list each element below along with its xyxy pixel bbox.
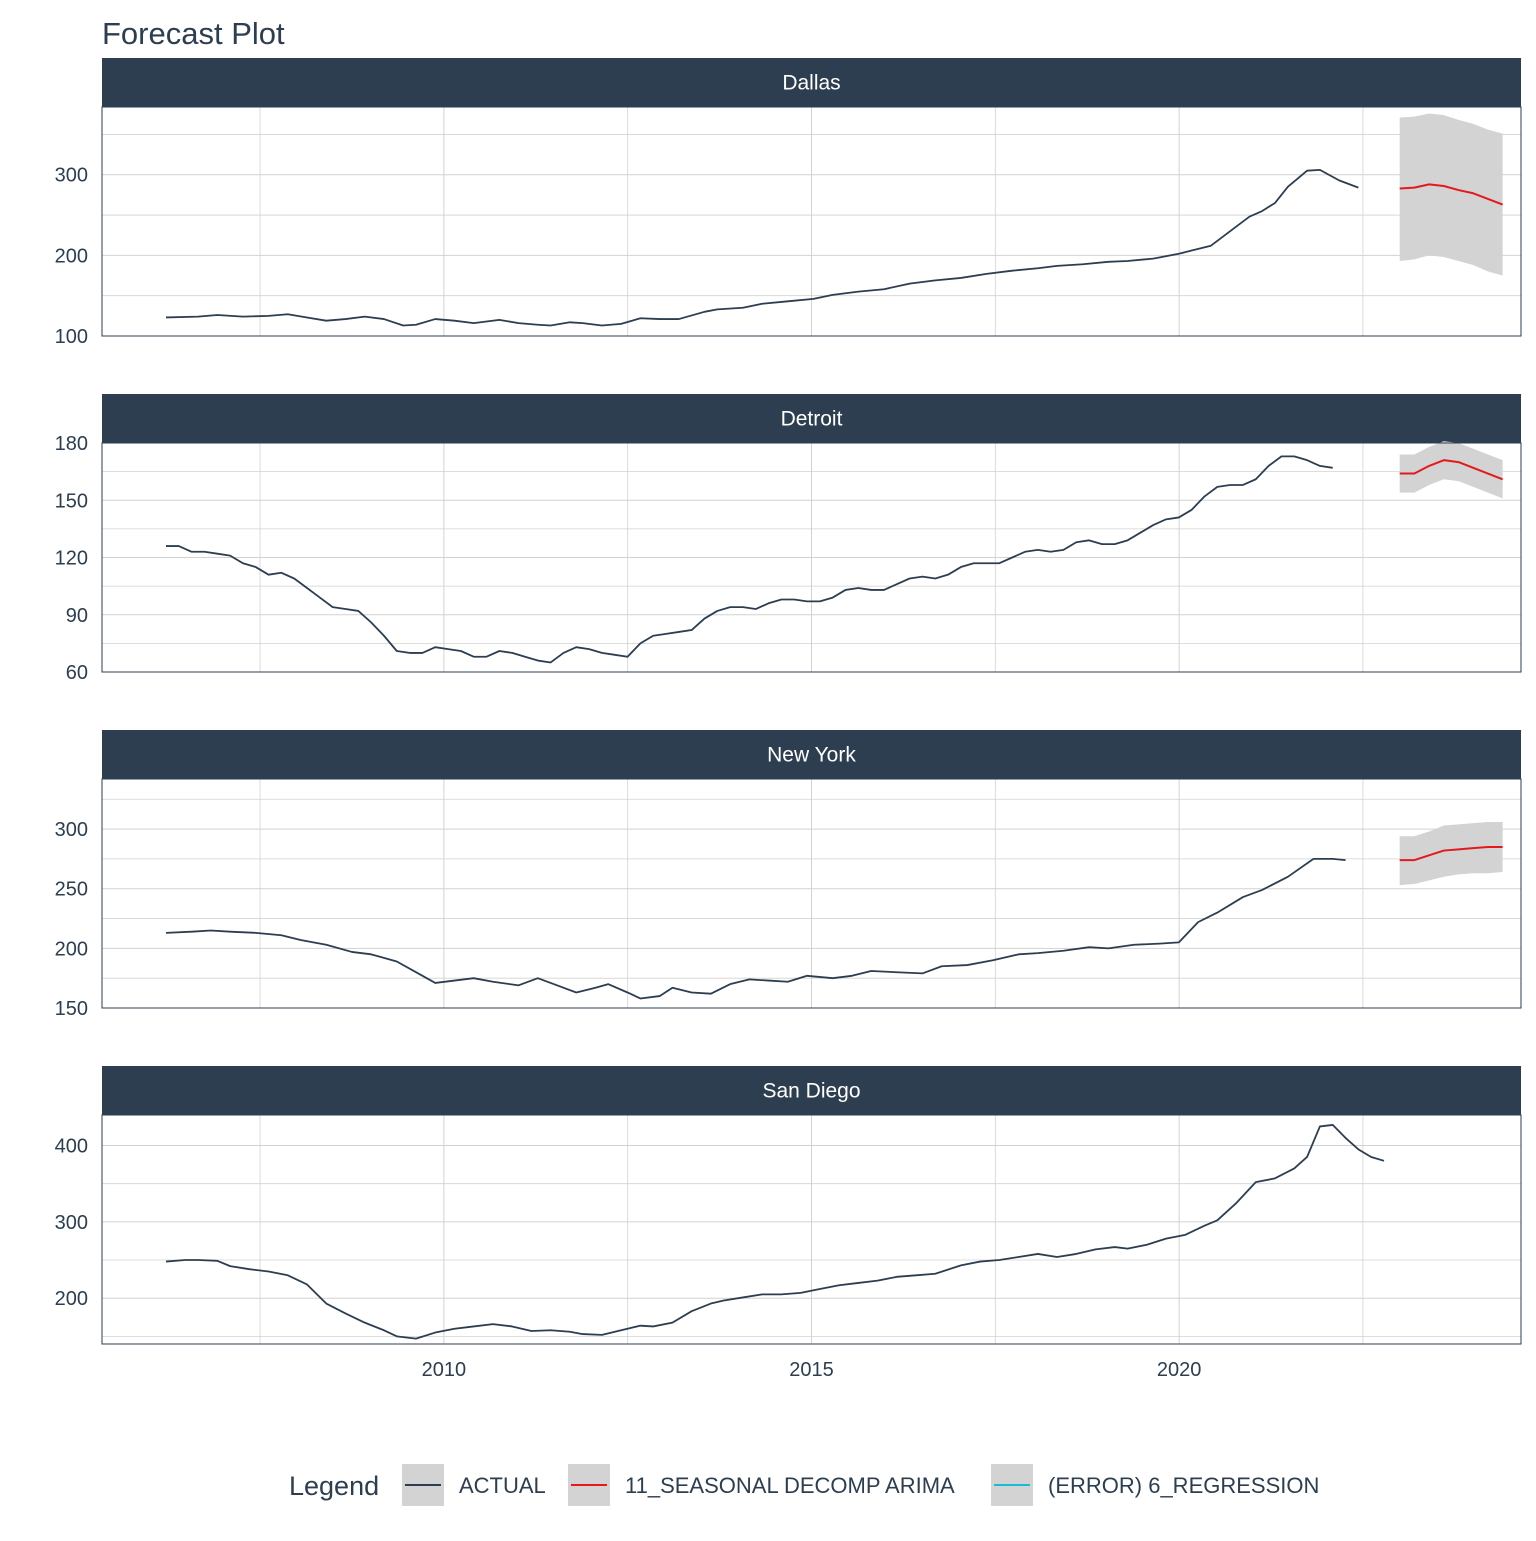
strip-label-san-diego: San Diego: [762, 1080, 860, 1103]
y-tick-label: 300: [55, 165, 88, 187]
forecast-interval-band: [1399, 113, 1503, 276]
panel-border: [101, 778, 1522, 1009]
panel-border: [101, 106, 1522, 337]
actual-series-line: [165, 168, 1359, 327]
strip-label-dallas: Dallas: [782, 72, 840, 95]
legend-title: Legend: [289, 1471, 379, 1501]
legend-label-2: 11_SEASONAL DECOMP ARIMA: [625, 1473, 955, 1498]
y-tick-label: 200: [55, 1288, 88, 1310]
forecast-series-line: [1399, 845, 1503, 862]
legend: Legend ACTUAL 11_SEASONAL DECOMP ARIMA (ERR…: [289, 1464, 1319, 1506]
panel-border: [101, 1114, 1522, 1345]
x-tick-label: 2010: [422, 1359, 467, 1381]
x-tick-label: 2020: [1157, 1359, 1202, 1381]
x-tick-label: 2015: [789, 1359, 834, 1381]
panel-san-diego: San Diego 200 300 400: [55, 1066, 1522, 1345]
panel-border: [101, 442, 1522, 673]
strip-san-diego: [102, 1066, 1521, 1115]
actual-series-line: [165, 858, 1346, 1000]
y-tick-label: 300: [55, 819, 88, 841]
strip-detroit: [102, 394, 1521, 443]
forecast-interval-band: [1399, 821, 1503, 886]
y-tick-label: 90: [66, 605, 88, 627]
y-tick-label: 100: [55, 326, 88, 348]
actual-series-line: [165, 1124, 1385, 1340]
facet-panels: Dallas 100 200 300 Detroit 60 90 120 150 180 New Y…: [55, 58, 1522, 1345]
forecast-series-line: [1399, 183, 1503, 206]
y-tick-label: 400: [55, 1136, 88, 1158]
forecast-interval-band: [1399, 441, 1503, 499]
panel-dallas: Dallas 100 200 300: [55, 58, 1522, 348]
legend-label-1: ACTUAL: [459, 1473, 546, 1498]
chart-title: Forecast Plot: [102, 16, 285, 51]
y-tick-label: 250: [55, 879, 88, 901]
y-tick-label: 180: [55, 433, 88, 455]
y-tick-label: 200: [55, 245, 88, 267]
strip-dallas: [102, 58, 1521, 107]
panel-detroit: Detroit 60 90 120 150 180: [55, 394, 1522, 684]
y-tick-label: 300: [55, 1212, 88, 1234]
y-tick-label: 60: [66, 662, 88, 684]
y-tick-label: 200: [55, 938, 88, 960]
x-axis: 2010 2015 2020: [422, 1359, 1202, 1381]
strip-label-new-york: New York: [767, 744, 856, 767]
y-tick-label: 150: [55, 998, 88, 1020]
panel-new-york: New York 150 200 250 300: [55, 730, 1522, 1020]
strip-label-detroit: Detroit: [781, 408, 843, 431]
legend-label-3: (ERROR) 6_REGRESSION: [1048, 1473, 1319, 1498]
strip-new-york: [102, 730, 1521, 779]
forecast-series-line: [1399, 459, 1503, 481]
actual-series-line: [166, 455, 1333, 664]
y-tick-label: 150: [55, 490, 88, 512]
y-tick-label: 120: [55, 548, 88, 570]
